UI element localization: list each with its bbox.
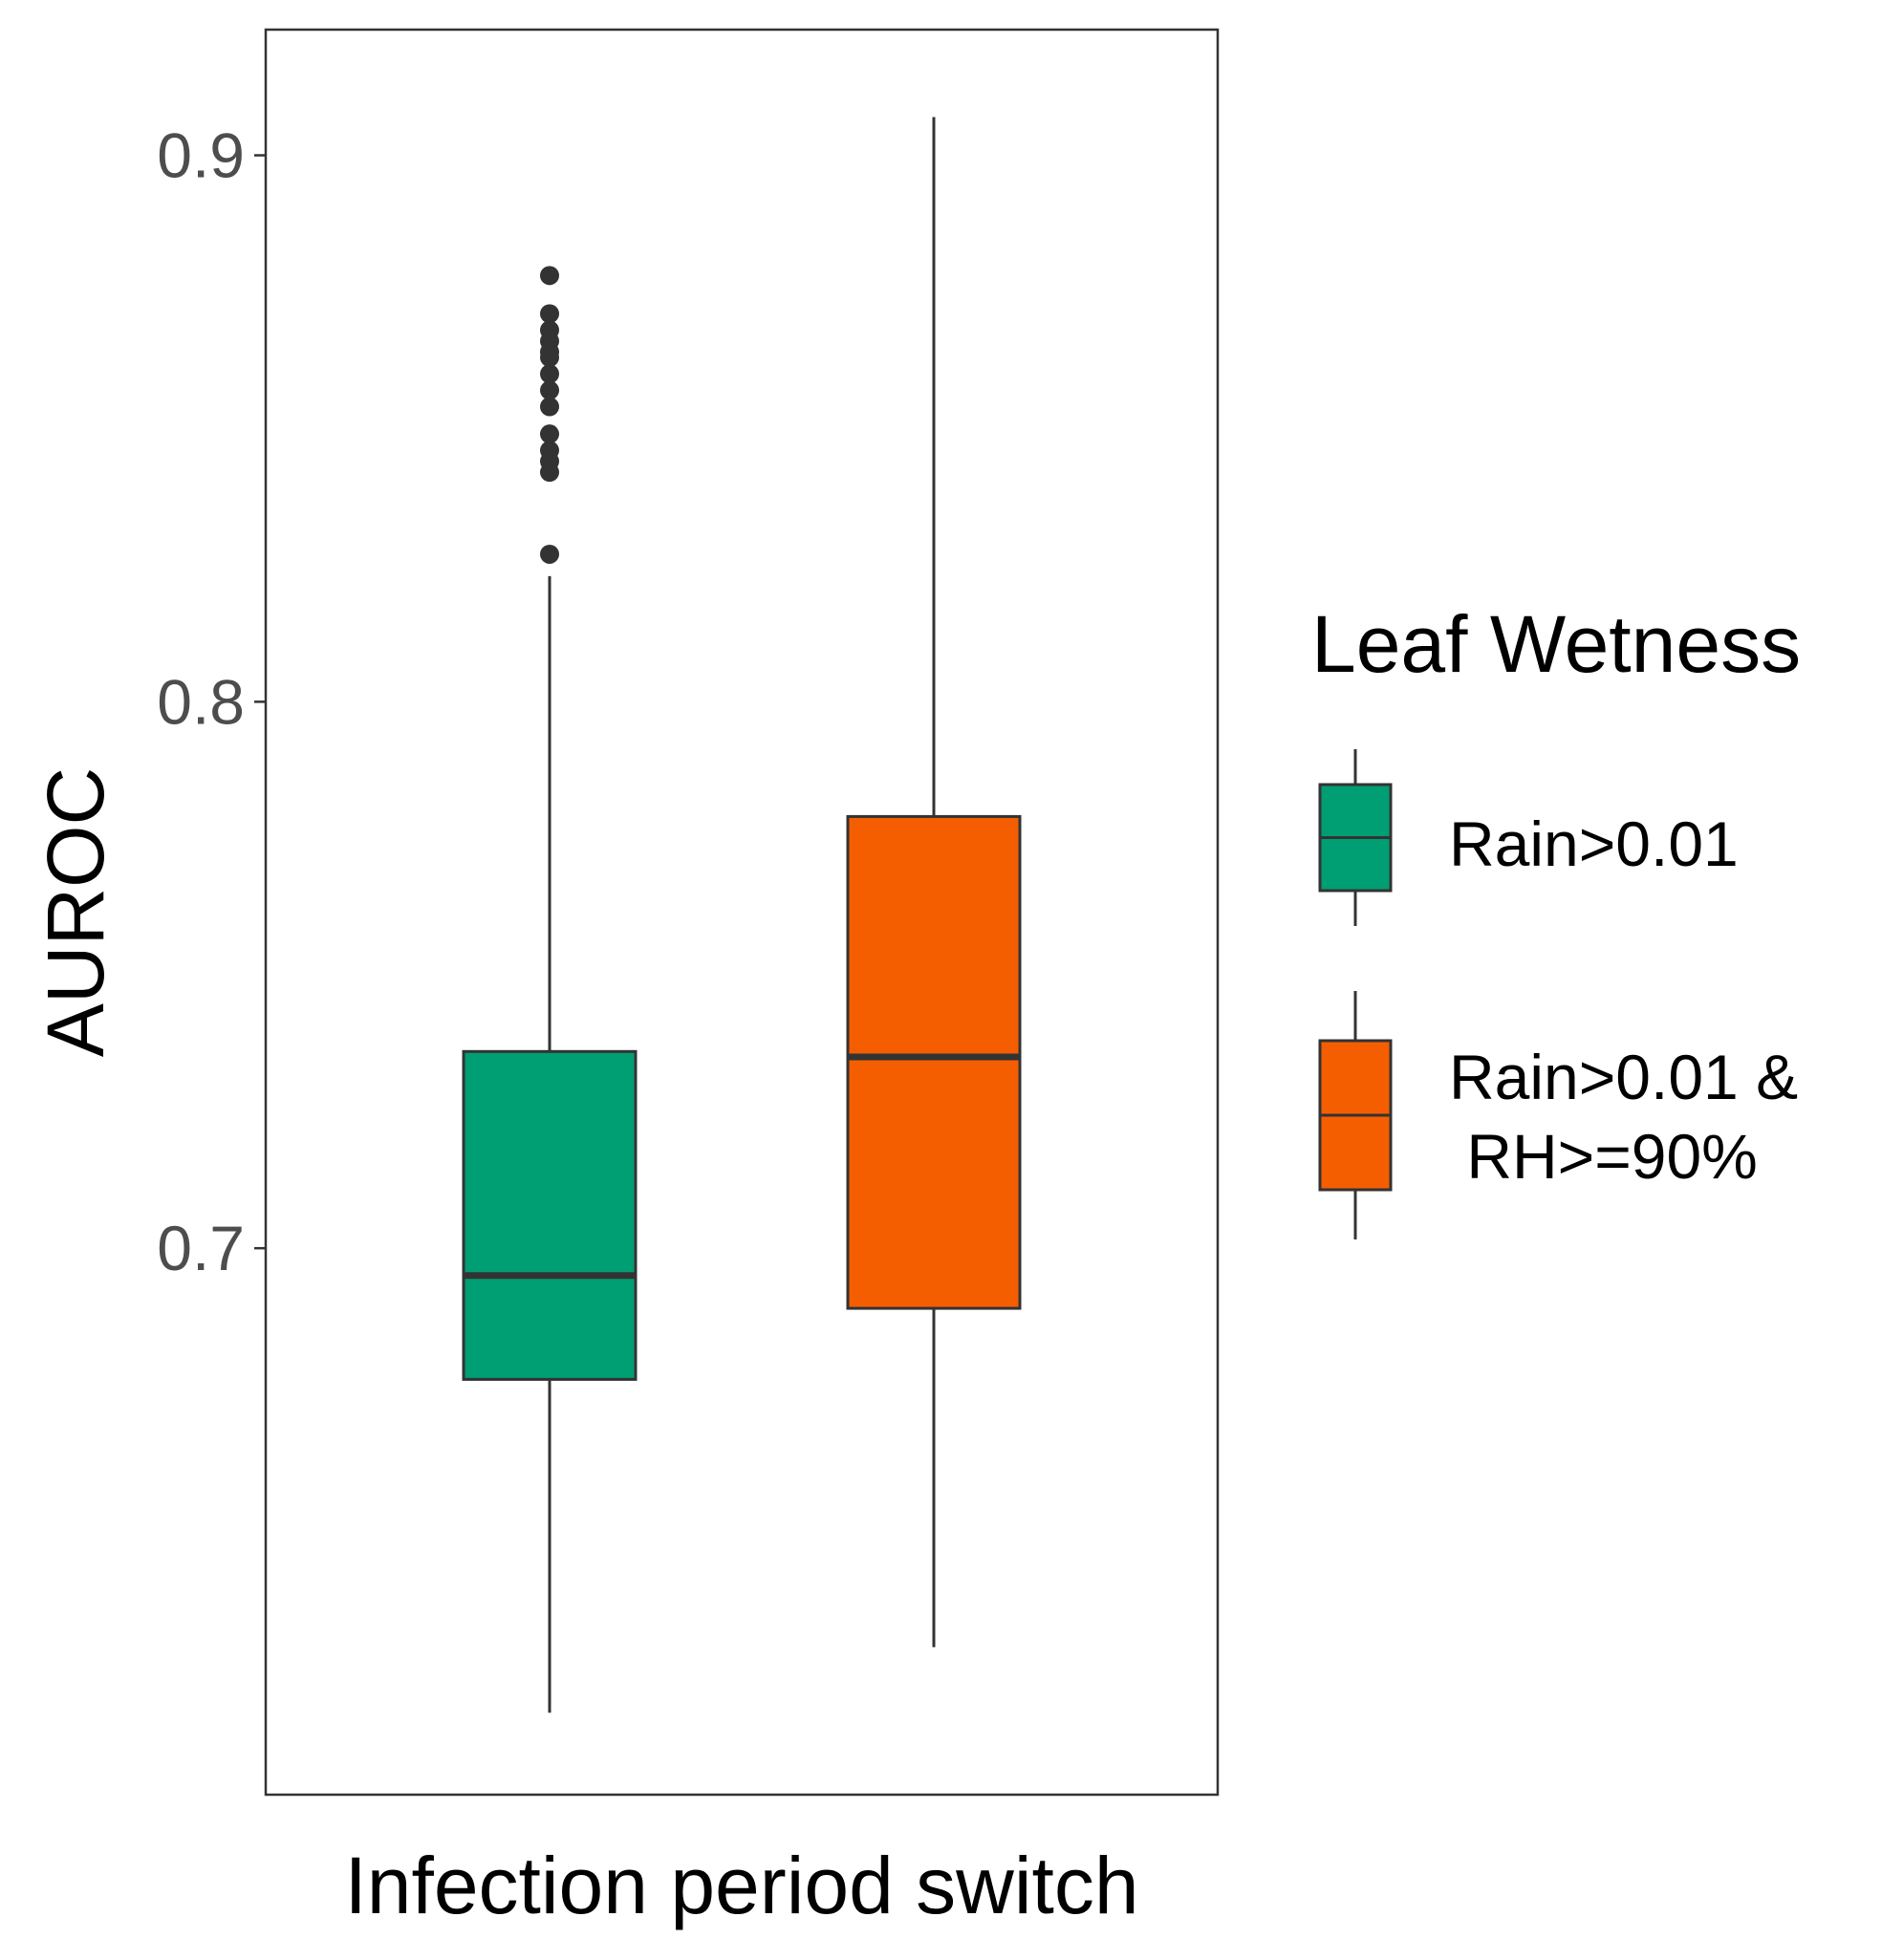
outlier-point <box>540 424 559 444</box>
outlier-point <box>540 441 559 461</box>
y-tick-label: 0.7 <box>157 1213 245 1283</box>
outlier-point <box>540 364 559 384</box>
legend-label: Rain>0.01 <box>1449 808 1739 879</box>
y-tick-label: 0.9 <box>157 120 245 191</box>
legend-label: Rain>0.01 & <box>1449 1042 1798 1112</box>
outlier-point <box>540 320 559 340</box>
boxplots <box>462 117 1022 1713</box>
outlier-point <box>540 380 559 400</box>
legend: Leaf Wetness Rain>0.01 Rain>0.01 & RH>=90… <box>1311 599 1801 1239</box>
outlier-point <box>540 397 559 417</box>
y-tick-label: 0.8 <box>157 666 245 737</box>
legend-key-rain-rh <box>1318 991 1393 1239</box>
outlier-point <box>540 544 559 564</box>
iqr-box <box>846 814 1022 1310</box>
legend-title: Leaf Wetness <box>1311 599 1801 689</box>
outlier-point <box>540 266 559 286</box>
y-axis: 0.7 0.8 0.9 <box>157 120 266 1283</box>
plot-panel-border <box>264 28 1220 1797</box>
iqr-box <box>462 1049 638 1381</box>
x-axis-title: Infection period switch <box>344 1841 1138 1930</box>
outlier-point <box>540 304 559 324</box>
box-rain <box>462 266 638 1713</box>
y-axis-title: AUROC <box>31 767 120 1057</box>
box-rain-rh <box>846 117 1022 1648</box>
legend-label: RH>=90% <box>1449 1121 1758 1192</box>
legend-key-rain <box>1318 749 1393 926</box>
